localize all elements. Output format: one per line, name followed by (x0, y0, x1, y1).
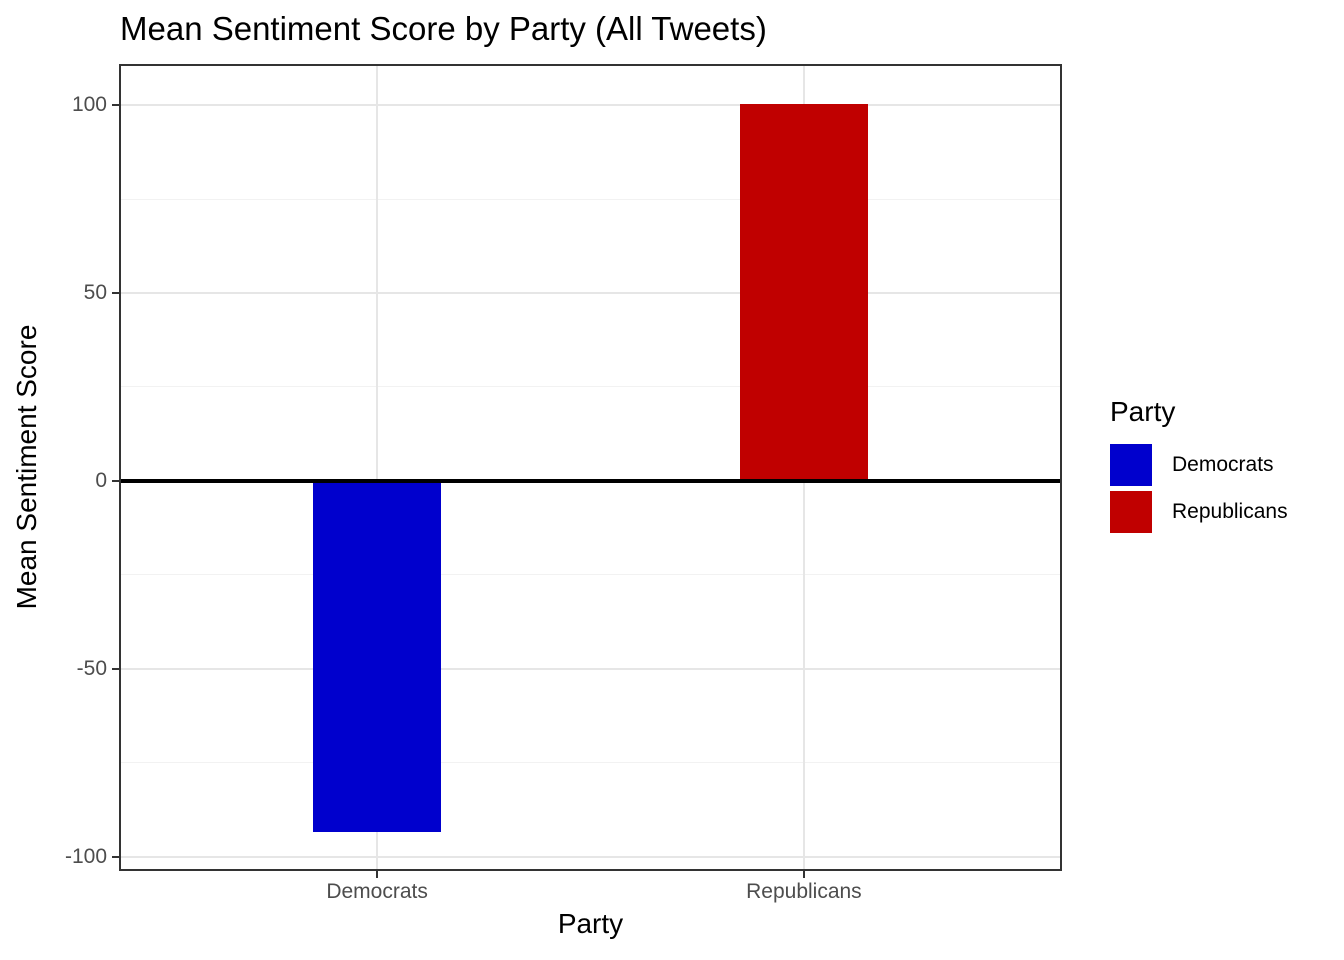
y-axis-title: Mean Sentiment Score (11, 324, 42, 610)
bar-republicans (739, 103, 868, 481)
legend-label: Republicans (1172, 500, 1288, 523)
y-tick-mark (112, 667, 121, 670)
y-tick-label: 50 (83, 280, 107, 304)
gridline-minor (121, 386, 1060, 388)
legend-item-republicans: Republicans (1110, 491, 1340, 533)
gridline-major (121, 855, 1060, 858)
gridline-minor (121, 574, 1060, 576)
x-tick-mark (802, 869, 805, 878)
zero-line (121, 478, 1060, 483)
plot-panel (119, 64, 1062, 871)
legend-item-democrats: Democrats (1110, 444, 1340, 486)
gridline-major (121, 104, 1060, 107)
bar-democrats (313, 480, 442, 832)
gridline-major (121, 291, 1060, 294)
gridline-minor (121, 198, 1060, 200)
y-tick-label: -50 (76, 656, 107, 680)
gridline-minor (121, 762, 1060, 764)
y-tick-label: -100 (64, 844, 107, 868)
gridline-vertical (376, 66, 379, 869)
y-tick-mark (112, 291, 121, 294)
y-tick-mark (112, 104, 121, 107)
legend-swatch-democrats (1110, 444, 1152, 486)
legend: Party Democrats Republicans (1110, 396, 1340, 538)
x-axis-title: Party (557, 908, 624, 939)
x-tick-label: Republicans (746, 880, 862, 903)
y-tick-mark (112, 855, 121, 858)
gridline-major (121, 667, 1060, 670)
y-tick-label: 0 (95, 468, 107, 492)
y-tick-label: 100 (71, 93, 107, 117)
x-tick-label: Democrats (326, 880, 428, 903)
legend-label: Democrats (1172, 453, 1274, 476)
legend-items: Democrats Republicans (1110, 444, 1340, 533)
panel-border (119, 64, 1062, 871)
x-tick-mark (376, 869, 379, 878)
legend-title: Party (1110, 396, 1176, 427)
chart-title: Mean Sentiment Score by Party (All Tweet… (120, 10, 767, 47)
legend-swatch-republicans (1110, 491, 1152, 533)
y-tick-mark (112, 479, 121, 482)
